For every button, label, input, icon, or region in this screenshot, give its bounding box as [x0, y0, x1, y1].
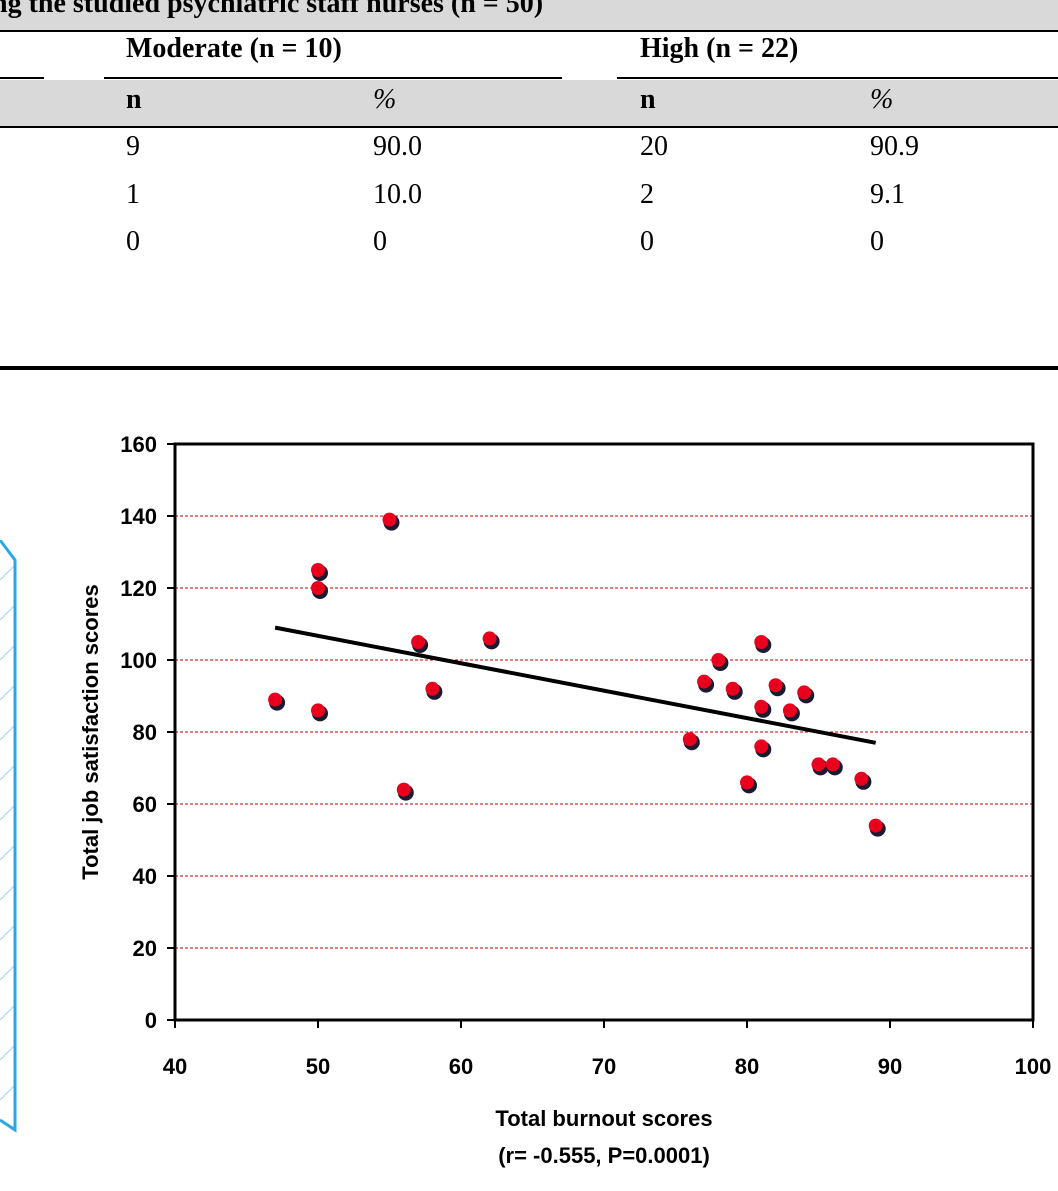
y-tick-label: 0: [145, 1008, 157, 1033]
data-point: [868, 818, 883, 833]
data-point: [825, 757, 840, 772]
data-point: [725, 681, 740, 696]
x-tick-label: 40: [163, 1054, 187, 1079]
data-point: [311, 563, 325, 577]
data-point: [482, 631, 497, 646]
group-underline: [0, 77, 44, 79]
table-cell: 0: [640, 226, 654, 257]
data-point: [396, 782, 411, 797]
data-point: [754, 739, 769, 754]
plot-area-frame: [173, 442, 1035, 1022]
y-tick-label: 60: [133, 792, 157, 817]
y-tick-label: 20: [133, 936, 157, 961]
y-axis-label: Total job satisfaction scores: [78, 584, 103, 879]
trendline: [274, 625, 877, 745]
y-tick-label: 40: [133, 864, 157, 889]
x-tick-label: 50: [306, 1054, 330, 1079]
table-cell: 9.1: [870, 179, 905, 210]
x-tick-label: 70: [592, 1054, 616, 1079]
data-point: [782, 703, 797, 718]
scatter-chart: 0 20 40 60 80 100 120 140 160 40 50 60 70 80 90 100 To…: [78, 432, 1052, 1168]
table-cell: 1: [126, 179, 140, 210]
data-point: [682, 732, 697, 747]
group-underline: [104, 77, 562, 79]
table-cell: 0: [373, 226, 387, 257]
y-axis-ticks: 0 20 40 60 80 100 120 140 160: [120, 432, 175, 1033]
data-point: [268, 692, 283, 707]
table-cell: 0: [870, 226, 884, 257]
subheader-n: n: [126, 84, 142, 115]
table-cell: 90.0: [373, 131, 422, 162]
data-point: [697, 674, 712, 689]
table-cell: 10.0: [373, 179, 422, 210]
gridlines: [175, 515, 1033, 949]
subheader-n: n: [640, 84, 656, 115]
group-header-high: High (n = 22): [640, 33, 799, 64]
x-tick-label: 60: [449, 1054, 473, 1079]
data-point: [811, 757, 826, 772]
data-points: [268, 512, 886, 837]
data-point: [740, 775, 754, 790]
data-point: [311, 703, 325, 718]
decorative-box-edge: [0, 540, 17, 1133]
y-tick-label: 100: [120, 648, 157, 673]
table-cell: 90.9: [870, 131, 919, 162]
table-cell: 9: [126, 131, 140, 162]
data-point: [854, 771, 869, 786]
data-point: [754, 699, 769, 714]
data-point: [411, 635, 426, 649]
y-tick-label: 160: [120, 432, 157, 457]
subheader-percent: %: [373, 84, 397, 115]
data-point: [754, 635, 769, 649]
y-tick-label: 140: [120, 504, 157, 529]
data-point: [768, 678, 783, 693]
group-underline: [617, 77, 1058, 79]
y-tick-label: 80: [133, 720, 157, 745]
table-cell: 0: [126, 226, 140, 257]
subheader-band: [0, 80, 1058, 128]
data-point: [425, 681, 440, 696]
x-axis-ticks: 40 50 60 70 80 90 100: [163, 1020, 1052, 1079]
section-divider: [0, 366, 1058, 370]
table-title: ng the studied psychiatric staff nurses …: [0, 0, 544, 19]
data-point: [797, 685, 812, 700]
data-point: [711, 653, 726, 667]
data-point: [311, 581, 325, 595]
x-axis-label: Total burnout scores: [495, 1106, 712, 1131]
x-tick-label: 80: [735, 1054, 759, 1079]
x-tick-label: 100: [1015, 1054, 1052, 1079]
table-title-band: [0, 0, 1058, 32]
data-point: [382, 512, 397, 527]
table-cell: 2: [640, 179, 654, 210]
y-tick-label: 120: [120, 576, 157, 601]
table-cell: 20: [640, 131, 668, 162]
group-header-moderate: Moderate (n = 10): [126, 33, 342, 64]
x-axis-note: (r= -0.555, P=0.0001): [498, 1143, 710, 1168]
x-tick-label: 90: [878, 1054, 902, 1079]
subheader-percent: %: [870, 84, 894, 115]
